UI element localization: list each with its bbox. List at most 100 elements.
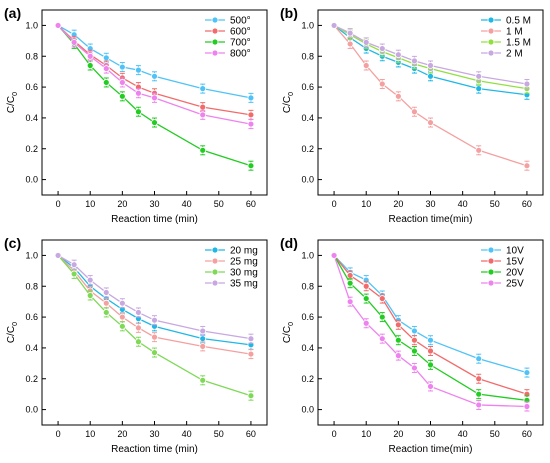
- legend-label: 30 mg: [230, 268, 258, 279]
- data-point: [135, 89, 142, 97]
- data-point: [427, 119, 434, 126]
- data-point: [330, 22, 338, 29]
- y-axis-title-main: C/C: [6, 326, 17, 343]
- panel-label: (b): [280, 5, 298, 21]
- legend-label: 0.5 M: [506, 16, 531, 27]
- legend-marker: [487, 257, 495, 265]
- data-point: [427, 336, 434, 344]
- data-point: [523, 162, 531, 170]
- y-tick-label: 0.6: [301, 312, 314, 322]
- data-point: [118, 313, 126, 321]
- series-4: [330, 252, 531, 412]
- data-point: [411, 327, 418, 335]
- x-tick-label: 20: [117, 199, 127, 209]
- data-point: [346, 279, 354, 287]
- data-point: [362, 295, 370, 302]
- y-tick-label: 0.2: [25, 144, 38, 154]
- legend-label: 1 M: [506, 27, 523, 38]
- data-point: [118, 92, 126, 100]
- data-point: [199, 335, 207, 343]
- data-point: [427, 62, 434, 69]
- x-tick-label: 40: [182, 199, 192, 209]
- series-4: [330, 22, 531, 89]
- x-tick-label: 10: [361, 429, 371, 439]
- legend-marker: [211, 279, 219, 287]
- data-point: [475, 85, 483, 93]
- legend-label: 10V: [506, 246, 524, 257]
- y-tick-label: 0.6: [25, 312, 38, 322]
- chart-panel-1: (a) 0 10 20 30 40 50 60 0.0 0.2 0.4 0.6 0.8 1.0 Reacti…: [4, 5, 268, 225]
- data-point: [475, 72, 483, 80]
- data-point: [362, 319, 370, 327]
- data-point: [135, 324, 142, 332]
- y-tick-label: 0.2: [301, 374, 314, 384]
- data-point: [118, 63, 126, 71]
- panel-label: (d): [280, 235, 298, 251]
- data-point: [102, 289, 110, 296]
- chart-panel-4: (d) 0 10 20 30 40 50 60 0.0 0.2 0.4 0.6 0.8 1.0 Reacti…: [280, 235, 544, 455]
- data-point: [199, 327, 207, 335]
- data-point: [346, 298, 354, 306]
- legend-marker: [211, 257, 219, 265]
- y-axis-title: C/C0: [6, 322, 19, 343]
- data-point: [475, 401, 483, 409]
- legend-label: 2 M: [506, 49, 523, 60]
- data-point: [54, 252, 62, 259]
- data-point: [247, 162, 255, 170]
- y-tick-label: 0.8: [301, 281, 314, 291]
- y-tick-label: 0.4: [301, 343, 314, 353]
- data-point: [523, 403, 531, 410]
- data-point: [199, 376, 207, 384]
- legend-marker: [487, 268, 495, 276]
- chart-panel-3: (c) 0 10 20 30 40 50 60 0.0 0.2 0.4 0.6 0.8 1.0 Reacti…: [4, 235, 268, 455]
- data-point: [411, 57, 418, 65]
- x-tick-label: 0: [56, 199, 61, 209]
- data-point: [199, 103, 207, 111]
- data-point: [247, 111, 255, 119]
- series-2: [54, 252, 255, 360]
- data-point: [151, 119, 158, 126]
- data-point: [86, 52, 94, 60]
- legend-marker: [487, 246, 495, 254]
- data-point: [118, 299, 126, 307]
- legend-marker: [487, 38, 495, 46]
- data-point: [394, 92, 402, 100]
- data-point: [102, 309, 110, 316]
- x-tick-label: 20: [393, 429, 403, 439]
- legend-marker: [211, 38, 219, 46]
- data-point: [378, 80, 386, 88]
- y-tick-label: 1.0: [301, 250, 314, 260]
- data-point: [330, 252, 338, 259]
- y-tick-label: 0.8: [301, 51, 314, 61]
- data-point: [102, 79, 110, 86]
- series-3: [330, 252, 531, 406]
- data-point: [475, 355, 483, 363]
- panel-label: (c): [4, 235, 21, 251]
- data-point: [247, 94, 255, 102]
- data-point: [86, 276, 94, 284]
- x-tick-label: 10: [85, 199, 95, 209]
- y-tick-label: 0.0: [25, 175, 38, 185]
- data-point: [411, 364, 418, 372]
- x-tick-label: 0: [332, 199, 337, 209]
- data-point: [199, 342, 207, 350]
- data-point: [135, 66, 142, 74]
- series-2: [54, 22, 255, 120]
- y-tick-label: 1.0: [25, 250, 38, 260]
- data-point: [427, 383, 434, 390]
- data-point: [411, 336, 418, 344]
- series-4: [54, 22, 255, 130]
- data-point: [346, 272, 354, 279]
- x-tick-label: 40: [458, 199, 468, 209]
- data-point: [362, 38, 370, 46]
- y-tick-label: 0.8: [25, 281, 38, 291]
- data-point: [135, 338, 142, 346]
- data-point: [411, 347, 418, 355]
- data-point: [70, 38, 78, 46]
- data-point: [475, 146, 483, 154]
- legend: 500°600°700°800°: [205, 16, 251, 60]
- x-axis-title: Reaction time(min): [389, 444, 473, 455]
- data-point: [427, 361, 434, 369]
- data-point: [247, 120, 255, 128]
